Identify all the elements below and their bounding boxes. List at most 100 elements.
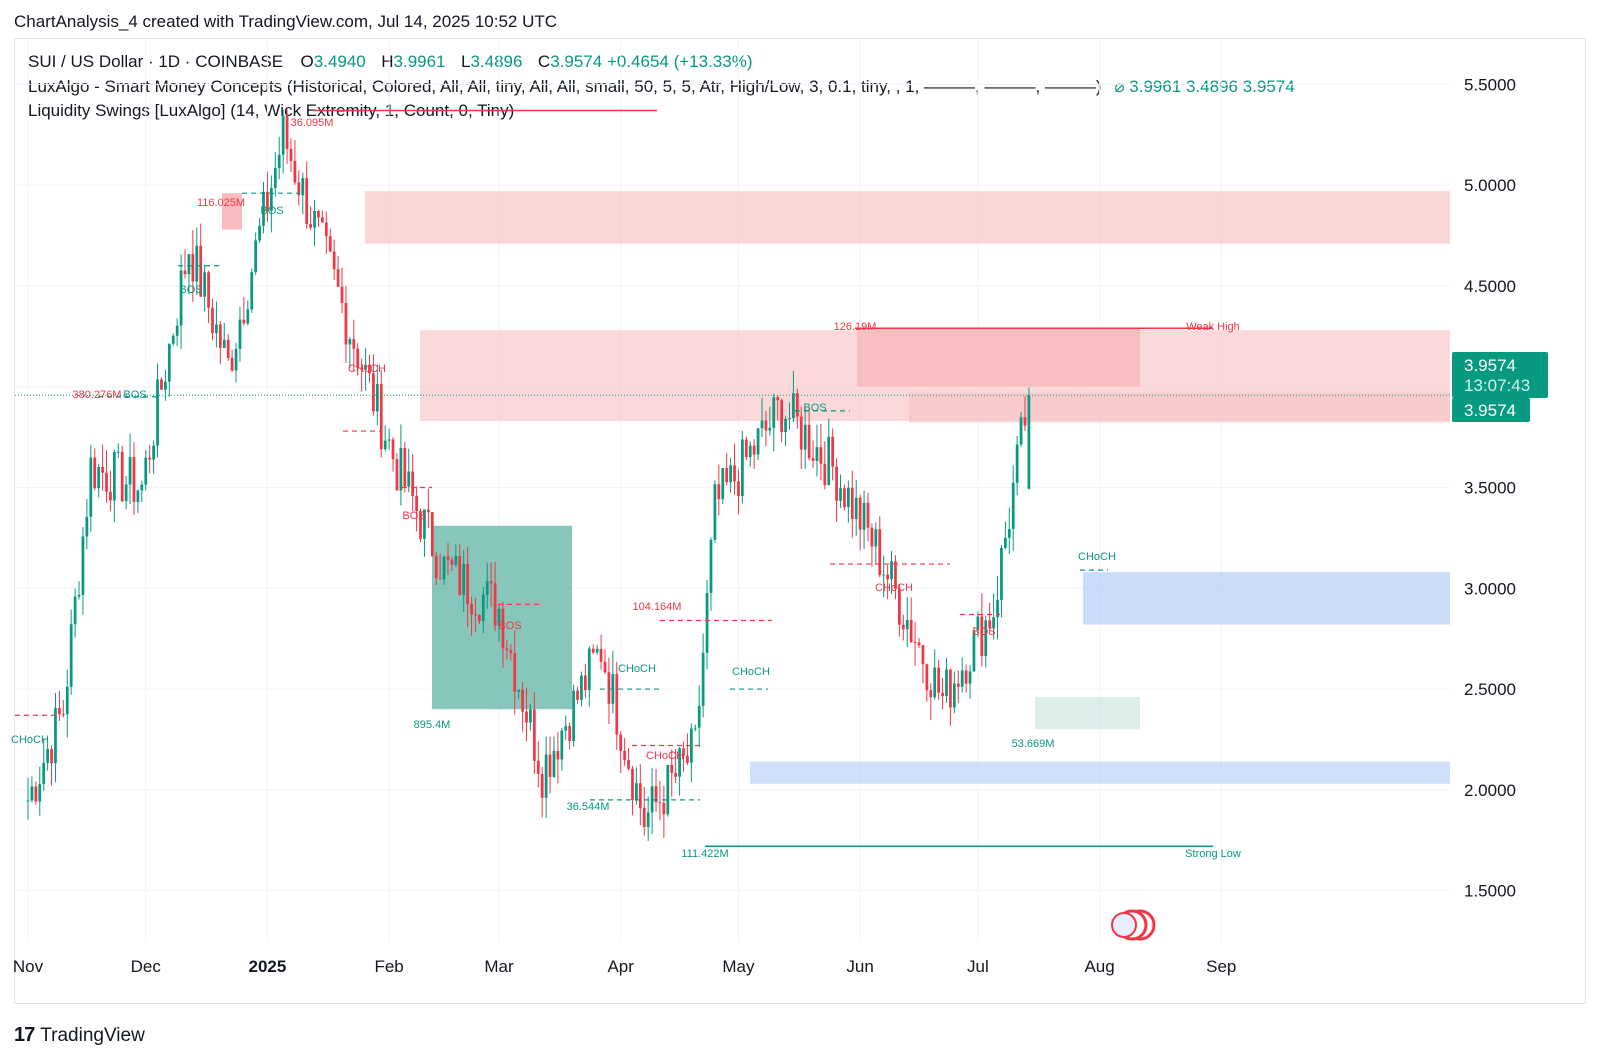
- symbol-name[interactable]: SUI / US Dollar · 1D · COINBASE: [28, 52, 284, 71]
- x-tick-label: 2025: [249, 957, 287, 976]
- candle-body: [619, 734, 623, 751]
- candle-body: [874, 529, 878, 547]
- candle-body: [434, 556, 438, 579]
- candle-body: [642, 807, 646, 827]
- chart-annotation: CHoCH: [618, 663, 656, 675]
- candle-body: [509, 650, 513, 654]
- candle-body: [815, 447, 819, 461]
- candle-body: [682, 748, 685, 756]
- candle-body: [391, 439, 395, 460]
- candle-body: [336, 269, 340, 287]
- candle-body: [532, 709, 536, 761]
- candle-body: [898, 588, 901, 625]
- candle-body: [293, 161, 297, 183]
- candle-body: [423, 509, 426, 539]
- candle-body: [262, 191, 265, 226]
- candle-body: [458, 555, 462, 595]
- candle-body: [846, 487, 850, 508]
- candle-body: [697, 705, 701, 728]
- candle-body: [462, 563, 466, 595]
- candle-body: [246, 309, 250, 324]
- candle-body: [858, 497, 862, 530]
- candle-body: [415, 495, 418, 512]
- candle-body: [768, 427, 772, 431]
- supply-zone: [222, 193, 242, 230]
- candle-body: [548, 754, 552, 777]
- candle-body: [811, 458, 815, 461]
- close-value: 3.9574: [550, 52, 603, 71]
- supply-zone: [857, 328, 1140, 387]
- indicator-legend-liquidity[interactable]: Liquidity Swings [LuxAlgo] (14, Wick Ext…: [28, 101, 514, 121]
- candle-body: [128, 457, 132, 485]
- candle-body: [368, 364, 371, 374]
- candle-body: [662, 802, 666, 815]
- candle-body: [481, 594, 485, 622]
- candle-body: [269, 187, 273, 211]
- candle-body: [701, 652, 705, 706]
- candle-body: [332, 251, 336, 270]
- price-badge-value-2: 3.9574: [1464, 401, 1516, 420]
- candle-body: [344, 302, 348, 345]
- candle-body: [317, 211, 320, 218]
- chart-annotation: BOS: [498, 620, 521, 632]
- symbol-legend[interactable]: SUI / US Dollar · 1D · COINBASE O3.4940 …: [28, 52, 753, 72]
- candle-body: [297, 182, 301, 196]
- candle-body: [478, 614, 481, 622]
- candle-body: [686, 755, 689, 763]
- chart-annotation: 36.095M: [291, 117, 334, 129]
- candle-body: [191, 254, 195, 282]
- candle-body: [199, 245, 203, 297]
- candle-body: [976, 616, 980, 631]
- candle-body: [905, 619, 909, 630]
- candle-body: [26, 800, 30, 802]
- candle-body: [638, 783, 642, 808]
- candle-body: [105, 472, 108, 492]
- candle-body: [752, 445, 756, 455]
- candle-body: [831, 436, 835, 467]
- x-tick-label: Mar: [484, 957, 514, 976]
- candle-body: [799, 416, 803, 450]
- candle-body: [187, 254, 191, 275]
- candle-body: [968, 671, 972, 684]
- candle-body: [729, 465, 732, 483]
- candle-body: [360, 368, 364, 370]
- candle-body: [301, 178, 305, 196]
- candle-body: [564, 726, 568, 731]
- candle-body: [505, 648, 509, 651]
- candle-body: [403, 448, 407, 487]
- candle-body: [658, 802, 662, 804]
- indicator-liquidity-name[interactable]: Liquidity Swings [LuxAlgo] (14, Wick Ext…: [28, 101, 515, 120]
- x-tick-label: Jul: [967, 957, 989, 976]
- candle-body: [340, 286, 344, 303]
- candle-body: [109, 491, 112, 501]
- candle-body: [203, 272, 207, 297]
- chart-annotation: BOS: [260, 205, 283, 217]
- y-tick-label: 2.0000: [1464, 781, 1516, 800]
- candle-body: [148, 457, 152, 460]
- candle-body: [756, 428, 760, 455]
- candle-body: [945, 669, 948, 697]
- candle-body: [470, 604, 473, 615]
- candle-body: [576, 690, 579, 700]
- candle-body: [1000, 547, 1003, 600]
- candle-body: [1011, 482, 1015, 529]
- candle-body: [901, 624, 905, 630]
- candle-body: [375, 383, 379, 412]
- x-tick-label: Aug: [1084, 957, 1114, 976]
- candle-body: [93, 457, 97, 489]
- candle-body: [807, 424, 811, 459]
- indicator-smc-name[interactable]: LuxAlgo - Smart Money Concepts (Historic…: [28, 77, 1102, 96]
- candle-body: [379, 383, 383, 450]
- candle-body: [73, 596, 77, 625]
- candle-body: [627, 759, 630, 769]
- candle-body: [454, 555, 458, 565]
- candle-body: [513, 653, 517, 692]
- candle-body: [788, 418, 791, 420]
- indicator-legend-smc[interactable]: LuxAlgo - Smart Money Concepts (Historic…: [28, 77, 1295, 97]
- candle-body: [792, 393, 795, 419]
- candle-body: [552, 750, 556, 777]
- candle-body: [54, 707, 57, 764]
- chart-frame: [14, 38, 1586, 1004]
- candle-body: [913, 642, 917, 644]
